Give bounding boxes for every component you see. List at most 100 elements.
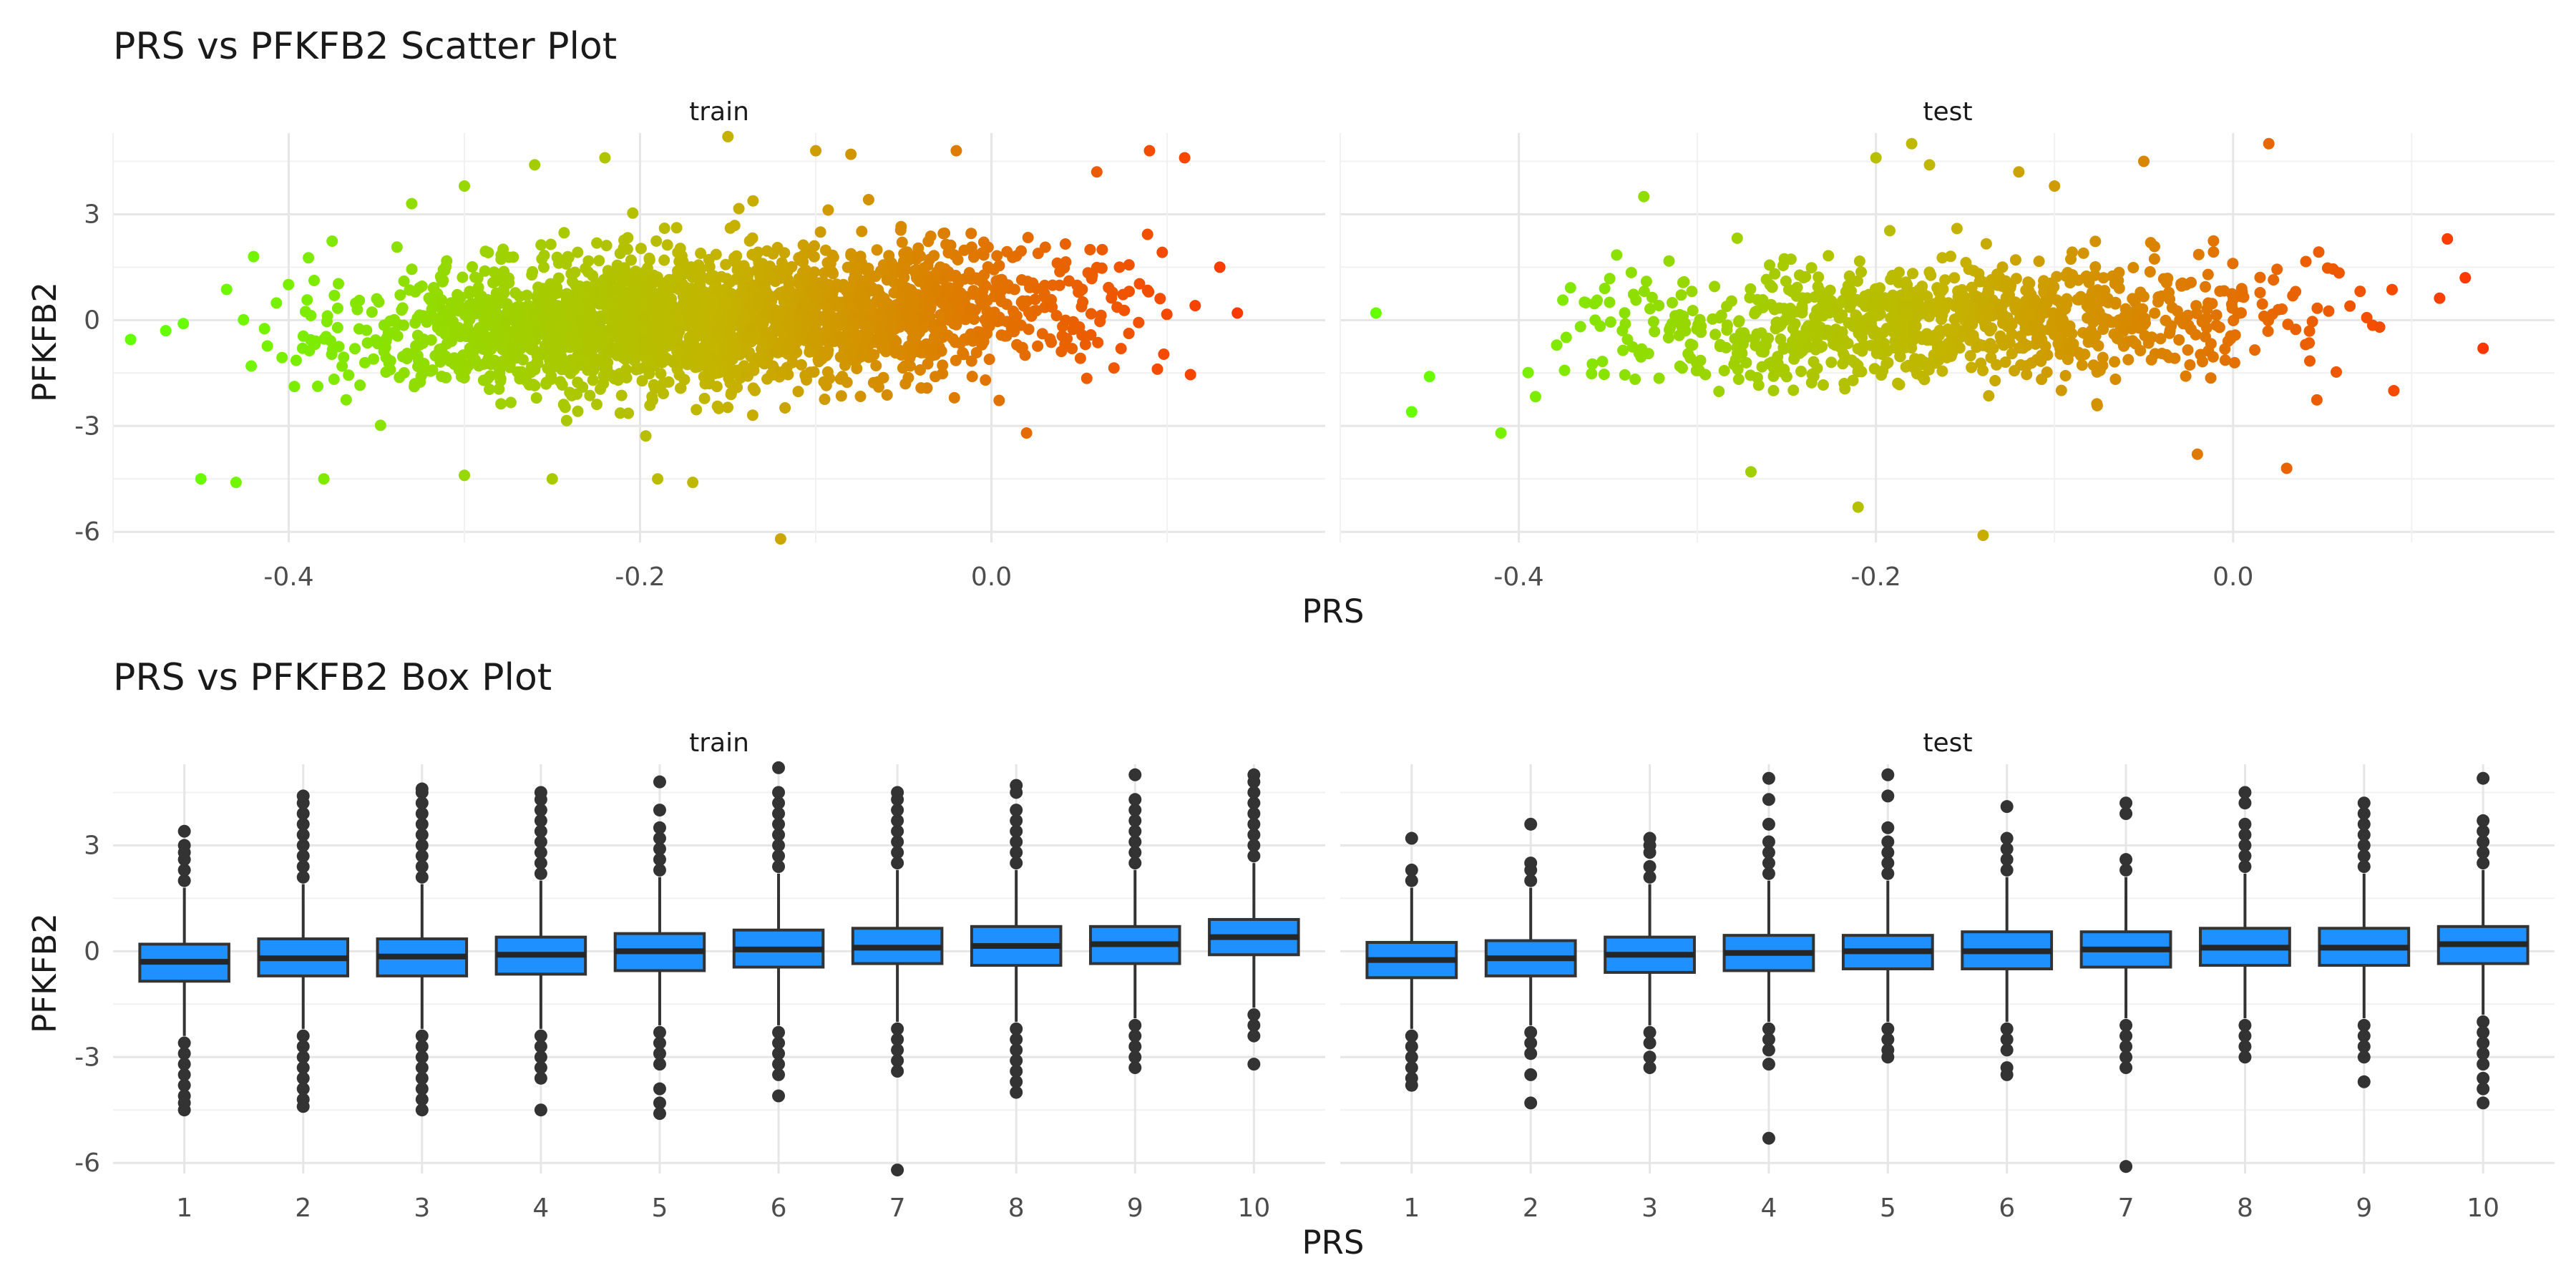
- scatter-point: [2164, 293, 2176, 306]
- scatter-point: [428, 282, 440, 293]
- scatter-point: [1084, 243, 1096, 255]
- scatter-point: [258, 323, 270, 335]
- scatter-point: [1579, 296, 1591, 308]
- scatter-point: [1989, 375, 2001, 386]
- scatter-point: [780, 291, 792, 303]
- scatter-point: [608, 308, 620, 320]
- scatter-point: [638, 311, 650, 323]
- scatter-point: [1951, 223, 1963, 235]
- scatter-point: [573, 316, 585, 328]
- scatter-point: [861, 301, 873, 313]
- scatter-point: [536, 348, 547, 360]
- box-outlier: [296, 789, 310, 803]
- scatter-point: [1663, 255, 1675, 267]
- scatter-point: [2045, 286, 2057, 298]
- scatter-point: [773, 266, 785, 278]
- box-outlier: [1762, 1058, 1775, 1071]
- scatter-point: [1807, 356, 1820, 368]
- scatter-point: [584, 389, 596, 401]
- scatter-point: [2144, 265, 2156, 278]
- scatter-point: [276, 351, 288, 364]
- scatter-point: [2207, 246, 2220, 258]
- scatter-point: [1675, 289, 1687, 301]
- scatter-point: [731, 381, 743, 394]
- y-tick-label: 0: [84, 306, 100, 335]
- scatter-point: [283, 278, 295, 291]
- scatter-point: [1060, 333, 1072, 344]
- scatter-point: [1800, 270, 1812, 283]
- scatter-point: [1984, 338, 1996, 350]
- scatter-point: [1106, 292, 1118, 304]
- scatter-point: [545, 370, 557, 382]
- scatter-point: [874, 331, 886, 343]
- scatter-point: [551, 251, 563, 263]
- scatter-point: [2009, 302, 2021, 313]
- scatter-point: [308, 275, 320, 286]
- scatter-point: [658, 223, 670, 234]
- scatter-point: [896, 236, 908, 248]
- scatter-point: [1714, 338, 1727, 351]
- scatter-point: [1189, 300, 1201, 312]
- scatter-point: [754, 270, 766, 283]
- scatter-point: [465, 328, 477, 340]
- scatter-point: [595, 383, 606, 395]
- box-test-3: [1604, 831, 1696, 1075]
- box-train-2: [257, 789, 350, 1113]
- scatter-point: [881, 389, 893, 401]
- x-tick-label: 9: [2356, 1194, 2372, 1223]
- scatter-point: [2182, 344, 2194, 356]
- scatter-point: [862, 263, 874, 274]
- scatter-point: [1787, 384, 1800, 396]
- scatter-point: [2197, 356, 2208, 368]
- scatter-point: [677, 255, 689, 268]
- scatter-point: [932, 324, 945, 336]
- scatter-point: [921, 311, 933, 323]
- scatter-point: [1896, 303, 1908, 315]
- scatter-point: [301, 294, 313, 306]
- scatter-point: [746, 248, 758, 260]
- scatter-point: [436, 303, 449, 316]
- x-tick-label: 7: [2118, 1194, 2135, 1223]
- scatter-point: [753, 353, 765, 365]
- scatter-point: [396, 304, 408, 316]
- scatter-point: [2089, 261, 2102, 273]
- scatter-point: [1495, 427, 1507, 439]
- scatter-point: [2313, 246, 2325, 258]
- scatter-point: [1732, 347, 1743, 359]
- scatter-point: [722, 401, 733, 414]
- scatter-point: [1847, 374, 1859, 386]
- scatter-point: [1721, 324, 1733, 336]
- scatter-point: [2459, 272, 2472, 284]
- scatter-point: [818, 376, 830, 388]
- scatter-point: [177, 318, 190, 330]
- scatter-point: [591, 399, 602, 411]
- scatter-point: [1154, 293, 1166, 305]
- scatter-point: [535, 239, 547, 251]
- scatter-point: [2064, 277, 2077, 289]
- scatter-point: [2333, 267, 2345, 279]
- scatter-point: [808, 250, 820, 263]
- scatter-point: [753, 292, 766, 304]
- scatter-point: [680, 358, 693, 370]
- scatter-point: [1999, 356, 2011, 369]
- scatter-points-train: [125, 130, 1244, 545]
- scatter-point: [1029, 293, 1041, 306]
- scatter-point: [855, 351, 867, 363]
- scatter-point: [1664, 323, 1675, 336]
- scatter-point: [2235, 283, 2248, 295]
- scatter-point: [799, 296, 811, 308]
- scatter-point: [907, 297, 919, 309]
- scatter-point: [899, 288, 911, 300]
- scatter-point: [1085, 329, 1097, 341]
- scatter-point: [881, 274, 893, 286]
- scatter-point: [474, 293, 486, 306]
- scatter-point: [995, 329, 1008, 341]
- scatter-point: [890, 336, 902, 348]
- scatter-point: [587, 374, 599, 386]
- scatter-point: [1143, 145, 1156, 157]
- scatter-point: [1673, 329, 1685, 341]
- scatter-point: [777, 328, 789, 340]
- x-tick-label: 9: [1127, 1194, 1143, 1223]
- box-outlier: [1405, 1078, 1418, 1092]
- scatter-point: [1916, 333, 1928, 346]
